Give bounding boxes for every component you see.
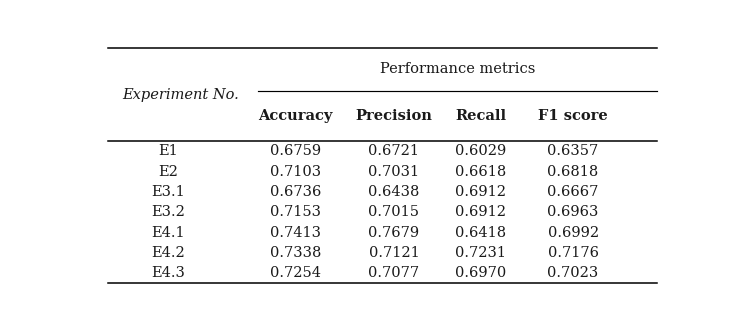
Text: 0.6438: 0.6438	[369, 185, 419, 199]
Text: 0.7031: 0.7031	[369, 165, 419, 179]
Text: 0.7077: 0.7077	[369, 266, 419, 280]
Text: 0.6818: 0.6818	[548, 165, 599, 179]
Text: 0.7679: 0.7679	[369, 226, 419, 240]
Text: 0.7176: 0.7176	[548, 246, 598, 260]
Text: E1: E1	[159, 145, 178, 158]
Text: E4.1: E4.1	[151, 226, 185, 240]
Text: E3.1: E3.1	[151, 185, 185, 199]
Text: 0.6992: 0.6992	[548, 226, 599, 240]
Text: 0.7015: 0.7015	[369, 205, 419, 219]
Text: 0.7254: 0.7254	[270, 266, 321, 280]
Text: 0.7413: 0.7413	[270, 226, 321, 240]
Text: 0.6912: 0.6912	[455, 205, 506, 219]
Text: 0.6667: 0.6667	[548, 185, 599, 199]
Text: 0.6618: 0.6618	[455, 165, 507, 179]
Text: 0.7153: 0.7153	[270, 205, 321, 219]
Text: E4.3: E4.3	[151, 266, 185, 280]
Text: 0.7103: 0.7103	[270, 165, 322, 179]
Text: 0.6736: 0.6736	[270, 185, 322, 199]
Text: 0.7338: 0.7338	[270, 246, 322, 260]
Text: 0.7023: 0.7023	[548, 266, 599, 280]
Text: 0.6029: 0.6029	[455, 145, 507, 158]
Text: Performance metrics: Performance metrics	[380, 62, 535, 77]
Text: E4.2: E4.2	[151, 246, 185, 260]
Text: F1 score: F1 score	[539, 109, 608, 123]
Text: 0.7121: 0.7121	[369, 246, 419, 260]
Text: 0.6418: 0.6418	[455, 226, 507, 240]
Text: 0.6759: 0.6759	[270, 145, 322, 158]
Text: Precision: Precision	[355, 109, 433, 123]
Text: 0.6721: 0.6721	[369, 145, 419, 158]
Text: Experiment No.: Experiment No.	[122, 88, 239, 102]
Text: 0.7231: 0.7231	[455, 246, 506, 260]
Text: 0.6357: 0.6357	[548, 145, 599, 158]
Text: Recall: Recall	[455, 109, 507, 123]
Text: E2: E2	[158, 165, 178, 179]
Text: Accuracy: Accuracy	[258, 109, 333, 123]
Text: 0.6912: 0.6912	[455, 185, 506, 199]
Text: 0.6970: 0.6970	[455, 266, 507, 280]
Text: E3.2: E3.2	[151, 205, 185, 219]
Text: 0.6963: 0.6963	[548, 205, 599, 219]
